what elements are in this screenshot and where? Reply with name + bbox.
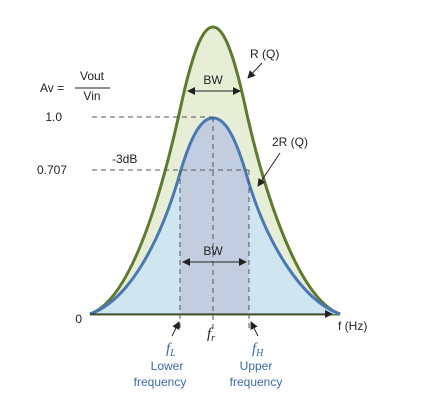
bw-label: BW	[203, 73, 223, 87]
y-tick-label: 0	[75, 312, 82, 326]
curve-label: 2R (Q)	[272, 135, 308, 149]
y-label-denominator: Vin	[83, 89, 100, 103]
caption: Lower	[151, 359, 184, 373]
fr-label: fr	[207, 326, 215, 344]
curve-label: R (Q)	[250, 47, 279, 61]
bw-label: BW	[203, 244, 223, 258]
pointer	[250, 321, 259, 337]
pointer	[171, 321, 180, 337]
pointer	[257, 152, 281, 187]
caption: frequency	[134, 375, 187, 389]
fh-label: fH	[252, 341, 264, 359]
x-axis-label: f (Hz)	[338, 319, 367, 333]
cutoff-label: -3dB	[112, 152, 137, 166]
y-label-numerator: Vout	[80, 69, 105, 83]
caption: frequency	[230, 375, 283, 389]
caption: Upper	[240, 359, 273, 373]
y-label: Av =	[40, 81, 64, 95]
y-tick-label: 1.0	[45, 110, 62, 124]
y-tick-label: 0.707	[37, 163, 67, 177]
pointer	[247, 62, 263, 79]
fl-label: fL	[166, 341, 176, 359]
